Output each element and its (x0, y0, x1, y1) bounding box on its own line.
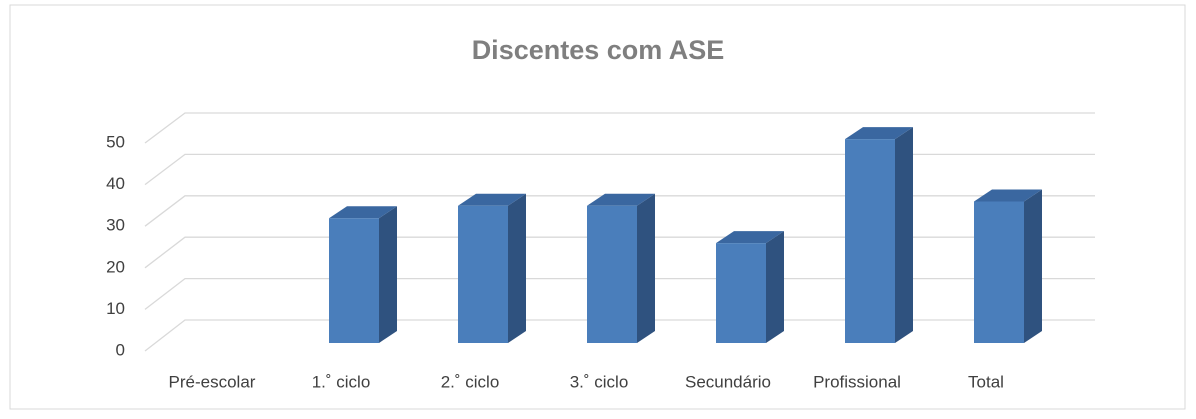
bar (329, 206, 397, 343)
x-tick-label: 1.˚ ciclo (312, 372, 371, 391)
bar-top (587, 193, 655, 206)
bar-side (1024, 189, 1042, 343)
y-tick-label: 50 (106, 132, 125, 151)
bar-front (845, 139, 895, 343)
bar (458, 193, 526, 343)
y-tick-label: 30 (106, 216, 125, 235)
bar-side (766, 231, 784, 343)
grid-line (144, 112, 1095, 144)
x-tick-label: Total (968, 372, 1004, 391)
bar-front (587, 205, 637, 343)
bar (587, 193, 655, 343)
bar-top (845, 127, 913, 140)
grid-line (144, 319, 1095, 352)
bar-top (329, 206, 397, 219)
x-tick-label: Pré-escolar (169, 372, 256, 391)
bar (974, 189, 1042, 343)
bar-front (458, 205, 508, 343)
x-tick-label: 3.˚ ciclo (570, 372, 629, 391)
bar (845, 127, 913, 343)
grid-line (144, 236, 1095, 269)
bar-top (716, 231, 784, 244)
bar-front (329, 218, 379, 343)
bar-side (895, 127, 913, 343)
x-tick-label: Profissional (813, 372, 901, 391)
grid-line (144, 153, 1095, 186)
y-tick-label: 0 (116, 340, 125, 359)
chart-title: Discentes com ASE (472, 35, 725, 65)
bar-front (716, 243, 766, 343)
bar-front (974, 201, 1024, 343)
grid-line (144, 277, 1095, 310)
x-tick-label: Secundário (685, 372, 771, 391)
bar-top (974, 189, 1042, 202)
x-tick-label: 2.˚ ciclo (441, 372, 500, 391)
bar-side (379, 206, 397, 343)
y-tick-label: 20 (106, 257, 125, 276)
bar-side (508, 193, 526, 343)
bar (716, 231, 784, 343)
y-tick-label: 40 (106, 174, 125, 193)
bar-top (458, 193, 526, 206)
bar-side (637, 193, 655, 343)
grid-line (144, 195, 1095, 227)
y-tick-label: 10 (106, 299, 125, 318)
